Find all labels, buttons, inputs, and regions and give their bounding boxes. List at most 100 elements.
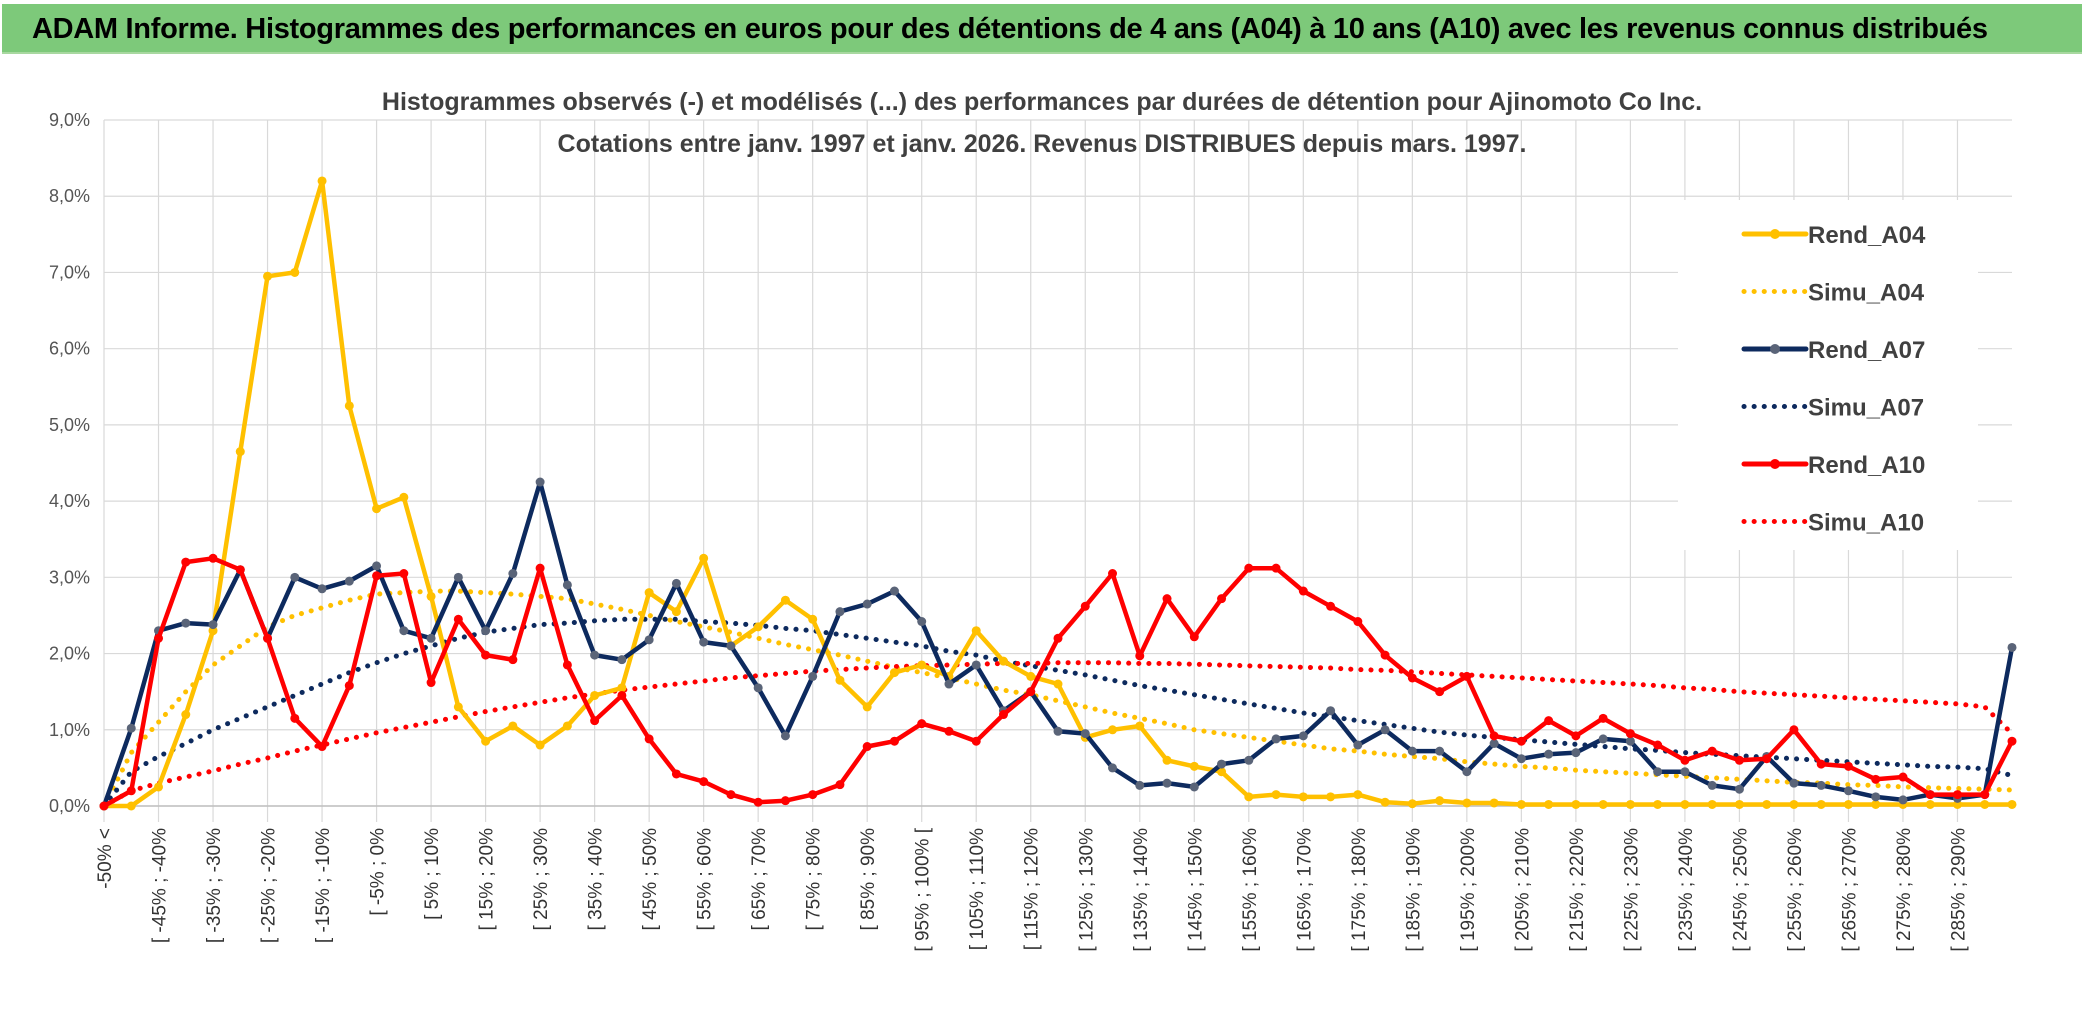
data-point-rend_a10 <box>1489 731 1499 741</box>
x-tick-label: [ -25% ; -20% <box>259 828 280 943</box>
x-tick-label: [ -35% ; -30% <box>204 828 225 943</box>
data-point-rend_a04 <box>617 683 627 693</box>
data-point-rend_a04 <box>1053 679 1063 689</box>
data-point-rend_a10 <box>671 769 681 779</box>
data-point-rend_a07 <box>1108 763 1118 773</box>
data-point-rend_a04 <box>1135 721 1145 731</box>
legend-marker <box>1770 229 1780 239</box>
x-tick-label: [ 55% ; 60% <box>695 828 716 931</box>
data-point-rend_a04 <box>971 626 981 636</box>
data-point-rend_a10 <box>1462 671 1472 681</box>
data-point-rend_a07 <box>1707 780 1717 790</box>
data-point-rend_a10 <box>1980 790 1990 800</box>
data-point-rend_a07 <box>1217 759 1227 769</box>
data-point-rend_a10 <box>1952 790 1962 800</box>
data-point-rend_a07 <box>1326 706 1336 716</box>
data-point-rend_a07 <box>562 580 572 590</box>
data-point-rend_a04 <box>835 675 845 685</box>
data-point-rend_a04 <box>1380 797 1390 807</box>
data-point-rend_a07 <box>1135 780 1145 790</box>
data-point-rend_a04 <box>1816 799 1826 809</box>
report-banner: ADAM Informe. Histogrammes des performan… <box>2 4 2082 54</box>
data-point-rend_a04 <box>862 702 872 712</box>
data-point-rend_a07 <box>1571 748 1581 758</box>
data-point-rend_a10 <box>562 660 572 670</box>
data-point-rend_a07 <box>1162 778 1172 788</box>
data-point-rend_a10 <box>1898 772 1908 782</box>
legend-label-simu_a07: Simu_A07 <box>1808 395 1924 422</box>
data-point-rend_a10 <box>1625 729 1635 739</box>
data-point-rend_a04 <box>1217 767 1227 777</box>
data-point-rend_a04 <box>263 271 273 281</box>
x-tick-label: [ 45% ; 50% <box>640 828 661 931</box>
data-point-rend_a10 <box>481 650 491 660</box>
data-point-rend_a04 <box>917 660 927 670</box>
data-point-rend_a10 <box>917 719 927 729</box>
data-point-rend_a07 <box>508 569 518 579</box>
x-tick-label: [ 155% ; 160% <box>1240 828 1261 952</box>
data-point-rend_a04 <box>1108 725 1118 735</box>
data-point-rend_a10 <box>998 710 1008 720</box>
data-point-rend_a10 <box>644 734 654 744</box>
data-point-rend_a07 <box>399 626 409 636</box>
data-point-rend_a07 <box>1298 731 1308 741</box>
x-tick-label: [ 195% ; 200% <box>1458 828 1479 952</box>
data-point-rend_a04 <box>1598 799 1608 809</box>
data-point-rend_a04 <box>671 607 681 617</box>
x-tick-label: [ -15% ; -10% <box>313 828 334 943</box>
x-tick-label: [ 245% ; 250% <box>1730 828 1751 952</box>
x-tick-label: [ 75% ; 80% <box>804 828 825 931</box>
data-point-rend_a07 <box>1435 746 1445 756</box>
data-point-rend_a04 <box>2007 799 2017 809</box>
data-point-rend_a07 <box>481 626 491 636</box>
data-point-rend_a10 <box>1407 673 1417 683</box>
x-tick-label: [ 35% ; 40% <box>586 828 607 931</box>
data-point-rend_a07 <box>1734 784 1744 794</box>
data-point-rend_a07 <box>944 679 954 689</box>
y-tick-label: 1,0% <box>49 720 90 740</box>
data-point-rend_a04 <box>1789 799 1799 809</box>
data-point-rend_a04 <box>1843 799 1853 809</box>
x-tick-label: [ -45% ; -40% <box>150 828 171 943</box>
data-point-rend_a07 <box>1680 767 1690 777</box>
x-tick-label: -50% < <box>95 828 116 889</box>
x-tick-label: [ 185% ; 190% <box>1403 828 1424 952</box>
x-tick-label: [ 25% ; 30% <box>531 828 552 931</box>
data-point-rend_a10 <box>1217 594 1227 604</box>
data-point-rend_a10 <box>1571 731 1581 741</box>
data-point-rend_a10 <box>1653 740 1663 750</box>
data-point-rend_a07 <box>1380 725 1390 735</box>
data-point-rend_a07 <box>1053 726 1063 736</box>
data-point-rend_a10 <box>835 780 845 790</box>
y-tick-label: 0,0% <box>49 796 90 816</box>
report-title: ADAM Informe. Histogrammes des performan… <box>32 13 1988 45</box>
data-point-rend_a04 <box>344 401 354 411</box>
data-point-rend_a10 <box>372 571 382 581</box>
data-point-rend_a04 <box>1462 798 1472 808</box>
data-point-rend_a10 <box>1380 650 1390 660</box>
data-point-rend_a04 <box>317 176 327 186</box>
data-point-rend_a07 <box>1407 746 1417 756</box>
data-point-rend_a04 <box>154 782 164 792</box>
data-point-rend_a04 <box>1680 799 1690 809</box>
data-point-rend_a04 <box>699 553 709 563</box>
data-point-rend_a07 <box>671 578 681 588</box>
legend-label-simu_a10: Simu_A10 <box>1808 510 1924 537</box>
data-point-rend_a10 <box>726 790 736 800</box>
data-point-rend_a07 <box>1271 734 1281 744</box>
x-tick-label: [ 135% ; 140% <box>1131 828 1152 952</box>
data-point-rend_a04 <box>399 492 409 502</box>
data-point-rend_a04 <box>1244 792 1254 802</box>
data-point-rend_a10 <box>1353 617 1363 627</box>
data-point-rend_a10 <box>1816 759 1826 769</box>
data-point-rend_a07 <box>590 650 600 660</box>
data-point-rend_a10 <box>617 690 627 700</box>
data-point-rend_a10 <box>1680 755 1690 765</box>
data-point-rend_a04 <box>1625 799 1635 809</box>
data-point-rend_a04 <box>453 702 463 712</box>
data-point-rend_a04 <box>1435 796 1445 806</box>
data-point-rend_a10 <box>1162 594 1172 604</box>
data-point-rend_a07 <box>181 618 191 628</box>
data-point-rend_a04 <box>1407 799 1417 809</box>
data-point-rend_a10 <box>1843 761 1853 771</box>
